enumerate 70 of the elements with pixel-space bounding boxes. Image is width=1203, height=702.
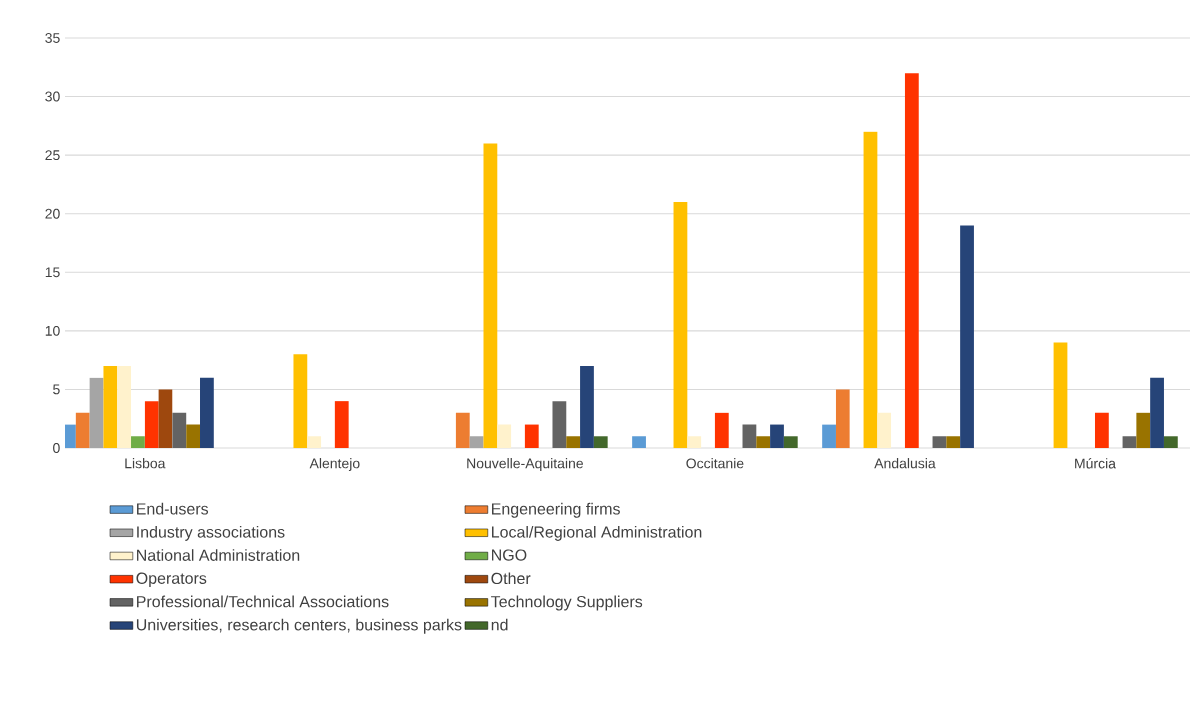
bar bbox=[822, 424, 836, 448]
y-tick-label: 0 bbox=[53, 443, 60, 453]
bar bbox=[200, 377, 214, 448]
x-tick-label: Nouvelle-Aquitaine bbox=[467, 458, 583, 472]
bar bbox=[1122, 436, 1137, 448]
bar bbox=[117, 365, 132, 448]
bar bbox=[172, 412, 187, 448]
legend-label: Local/Regional Administration bbox=[492, 525, 702, 541]
legend-label: Professional/Technical Associations bbox=[137, 595, 389, 608]
x-tick-label: Alentejo bbox=[309, 458, 360, 472]
bar bbox=[687, 436, 702, 448]
y-tick-label: 15 bbox=[45, 267, 60, 278]
bar bbox=[158, 389, 173, 448]
legend-label: National Administration bbox=[137, 549, 300, 561]
bar bbox=[455, 412, 470, 448]
bar bbox=[960, 225, 974, 448]
bar bbox=[783, 436, 798, 448]
bar bbox=[1094, 412, 1109, 448]
bar bbox=[835, 389, 850, 448]
bar bbox=[580, 365, 594, 448]
legend-label: Other bbox=[491, 572, 531, 585]
bar bbox=[334, 401, 349, 448]
legend-label: NGO bbox=[492, 549, 527, 561]
bar bbox=[1163, 436, 1178, 448]
legend-label: End-users bbox=[137, 502, 209, 515]
bar bbox=[946, 436, 961, 448]
y-tick-label: 25 bbox=[45, 150, 60, 161]
bar bbox=[552, 401, 567, 448]
bar bbox=[593, 436, 608, 448]
x-tick-label: Andalusia bbox=[874, 458, 936, 469]
bar bbox=[904, 73, 919, 448]
bar bbox=[877, 412, 892, 448]
legend-label: Engeneering firms bbox=[492, 502, 620, 518]
bar bbox=[714, 412, 729, 448]
bar bbox=[524, 424, 539, 448]
bar bbox=[673, 201, 688, 448]
bar bbox=[1053, 342, 1068, 448]
bar bbox=[89, 377, 104, 448]
bar bbox=[632, 436, 646, 448]
bar bbox=[131, 436, 145, 448]
bar bbox=[144, 401, 159, 448]
legend-label: nd bbox=[491, 618, 508, 631]
bar bbox=[566, 436, 581, 448]
bar bbox=[932, 436, 947, 448]
bar bbox=[293, 354, 308, 448]
y-tick-label: 5 bbox=[53, 384, 60, 395]
bar bbox=[469, 436, 484, 448]
legend-label: Industry associations bbox=[137, 525, 285, 541]
bar bbox=[1150, 377, 1164, 448]
y-tick-label: 10 bbox=[45, 325, 60, 336]
legend-label: Operators bbox=[136, 572, 207, 588]
bar bbox=[497, 424, 512, 448]
bar bbox=[770, 424, 784, 448]
legend-label: Universities, research centers, business parks bbox=[136, 618, 462, 634]
y-tick-label: 30 bbox=[45, 91, 60, 102]
x-tick-label: Occitanie bbox=[686, 458, 744, 469]
bar bbox=[483, 143, 498, 448]
x-tick-label: Múrcia bbox=[1075, 458, 1116, 469]
bar bbox=[756, 436, 771, 448]
bar bbox=[1136, 412, 1151, 448]
bar bbox=[863, 131, 878, 448]
bar bbox=[307, 436, 322, 448]
y-tick-label: 20 bbox=[45, 208, 60, 219]
legend-label: Technology Suppliers bbox=[491, 595, 643, 611]
bar bbox=[75, 412, 90, 448]
bar bbox=[103, 365, 118, 448]
x-tick-label: Lisboa bbox=[125, 458, 166, 469]
bar bbox=[742, 424, 757, 448]
y-tick-label: 35 bbox=[45, 33, 60, 43]
bar bbox=[186, 424, 201, 448]
